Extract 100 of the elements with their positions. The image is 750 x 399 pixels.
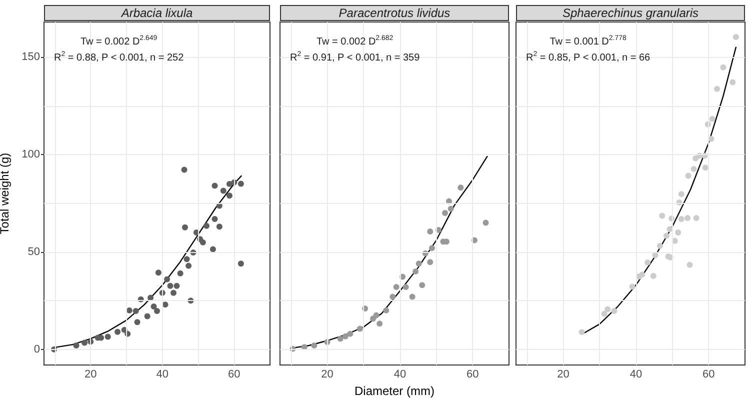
point [73, 342, 80, 349]
point [167, 282, 174, 289]
point [373, 312, 380, 318]
y-tick-label: 100 [22, 148, 40, 161]
x-tick-label: 20 [84, 368, 97, 380]
chart-title: Paracentrotus lividus [280, 5, 509, 21]
point [714, 86, 720, 92]
point [412, 268, 419, 274]
point [709, 116, 716, 122]
point [181, 166, 188, 173]
point [482, 220, 489, 226]
x-tick-label: 40 [394, 368, 406, 380]
point [629, 284, 636, 290]
point [210, 246, 216, 252]
point [182, 224, 188, 230]
point [383, 307, 390, 314]
point [690, 166, 697, 172]
x-tick-label: 60 [466, 368, 479, 380]
point [238, 180, 244, 187]
point [170, 290, 176, 296]
point [685, 172, 692, 179]
point [376, 320, 383, 327]
point [448, 206, 454, 212]
y-tick-label: 50 [28, 246, 40, 258]
x-tick-label: 60 [702, 368, 715, 380]
x-tick-label: 40 [156, 368, 169, 380]
point [684, 215, 691, 222]
point [216, 224, 222, 230]
point [604, 306, 611, 312]
point [427, 228, 434, 234]
point [427, 259, 434, 266]
point [342, 333, 348, 340]
point [678, 216, 684, 222]
point [393, 284, 400, 290]
y-axis-title: Total weight (g) [0, 152, 12, 234]
x-tick-label: 20 [321, 368, 334, 380]
point [639, 272, 646, 278]
point [177, 270, 184, 276]
point [402, 284, 409, 290]
x-tick-label: 40 [630, 368, 642, 380]
point [442, 210, 448, 216]
point [144, 313, 150, 320]
point [720, 64, 726, 70]
point [390, 294, 396, 300]
point [416, 260, 422, 267]
point [678, 191, 684, 198]
annotation: R$^{2}$ = 0.85, P < 0.001, n = 66 [526, 51, 650, 64]
point [155, 270, 162, 276]
annotation: Tw = 0.002 D$^{2.649}$ [80, 35, 158, 48]
point [311, 342, 318, 349]
annotation: Tw = 0.002 D$^{2.682}$ [316, 35, 394, 48]
y-tick-label: 150 [22, 51, 40, 64]
point [154, 308, 160, 314]
point [337, 336, 344, 342]
point [663, 232, 670, 239]
point [611, 308, 618, 314]
point [644, 259, 651, 266]
point [686, 262, 693, 268]
point [132, 308, 139, 314]
point [692, 155, 699, 162]
point [134, 319, 140, 326]
point [200, 239, 206, 246]
point [650, 272, 656, 279]
point [730, 79, 736, 86]
point [693, 215, 700, 222]
annotation: Tw = 0.001 D$^{2.778}$ [550, 35, 626, 48]
point [732, 34, 739, 40]
point [204, 222, 210, 229]
chart-title: Sphaerechinus granularis [516, 5, 745, 21]
point [356, 326, 363, 332]
point [578, 329, 585, 336]
point [601, 310, 608, 317]
point [82, 340, 88, 346]
x-tick-label: 60 [228, 368, 240, 380]
point [659, 212, 666, 219]
point [184, 256, 190, 262]
point [114, 328, 121, 335]
point [409, 294, 416, 300]
point [212, 216, 218, 222]
x-axis-title: Diameter (mm) [354, 384, 434, 398]
point [150, 304, 157, 310]
chart-title: Arbacia lixula [44, 5, 270, 21]
point [174, 282, 180, 289]
point [675, 229, 682, 236]
point [226, 180, 232, 187]
point [104, 334, 111, 340]
point [419, 282, 426, 288]
point [347, 330, 354, 337]
point [702, 164, 708, 171]
point [226, 192, 232, 199]
annotation: R$^{2}$ = 0.88, P < 0.001, n = 252 [54, 51, 184, 64]
point [656, 242, 663, 249]
annotation: R$^{2}$ = 0.91, P < 0.001, n = 359 [290, 51, 420, 64]
point [186, 262, 192, 269]
y-tick-label: 0 [34, 343, 40, 356]
point [220, 188, 226, 194]
point [458, 184, 464, 191]
point [428, 245, 435, 252]
point [238, 260, 244, 267]
point [164, 276, 170, 282]
